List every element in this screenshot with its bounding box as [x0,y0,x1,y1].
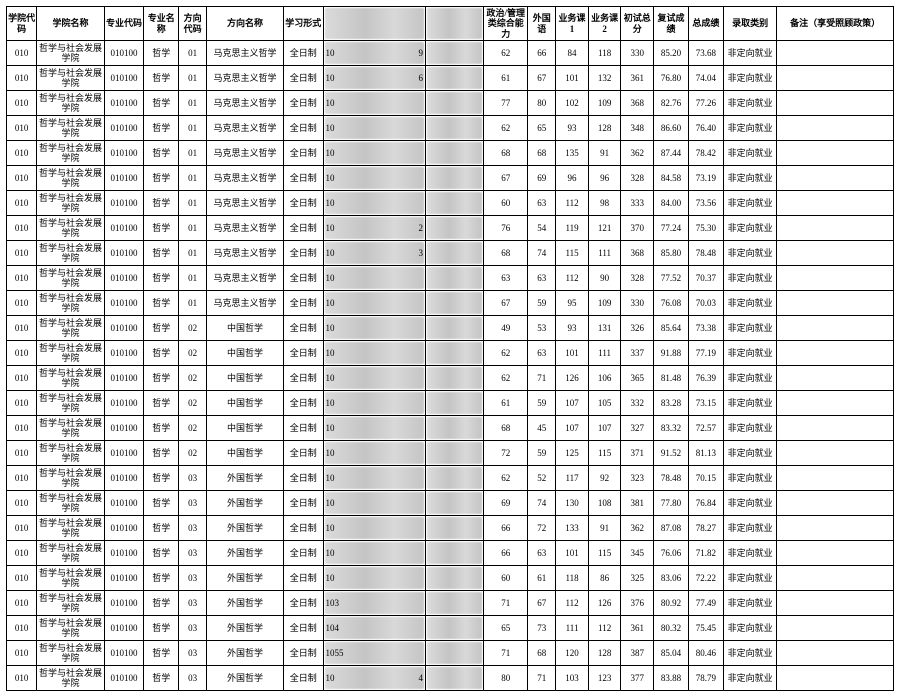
table-row: 010哲学与社会发展学院010100哲学03外国哲学全日制10667213391… [7,516,894,541]
col-note: 备注（享受照顾政策） [777,7,894,41]
table-row: 010哲学与社会发展学院010100哲学02中国哲学全日制10684510710… [7,416,894,441]
table-row: 010哲学与社会发展学院010100哲学03外国哲学全日制10625211792… [7,466,894,491]
col-maj_code: 专业代码 [104,7,144,41]
col-eng: 外国语 [528,7,556,41]
col-col_name: 学院名称 [37,7,105,41]
col-maj_name: 专业名称 [144,7,179,41]
col-s2: 业务课2 [588,7,621,41]
col-re: 复试成绩 [654,7,689,41]
table-row: 010哲学与社会发展学院010100哲学03外国哲学全日制10371671121… [7,591,894,616]
col-dir_code: 方向代码 [179,7,207,41]
table-row: 010哲学与社会发展学院010100哲学03外国哲学全日制10606111886… [7,566,894,591]
table-row: 010哲学与社会发展学院010100哲学01马克思主义哲学全日制10606311… [7,191,894,216]
table-row: 010哲学与社会发展学院010100哲学03外国哲学全日制10697413010… [7,491,894,516]
table-row: 010哲学与社会发展学院010100哲学01马克思主义哲学全日制10686813… [7,141,894,166]
col-total: 总成绩 [688,7,723,41]
col-mode: 学习形式 [283,7,323,41]
col-red1 [323,7,425,41]
col-red2 [425,7,483,41]
col-col_code: 学院代码 [7,7,37,41]
table-header-row: 学院代码学院名称专业代码专业名称方向代码方向名称学习形式 政治/管理类综合能力外国… [7,7,894,41]
table-row: 010哲学与社会发展学院010100哲学01马克思主义哲学全日制10675995… [7,291,894,316]
table-row: 010哲学与社会发展学院010100哲学01马克思主义哲学全日制10626593… [7,116,894,141]
col-type: 录取类别 [723,7,777,41]
table-row: 010哲学与社会发展学院010100哲学01马克思主义哲学全日制10778010… [7,91,894,116]
table-row: 010哲学与社会发展学院010100哲学01马克思主义哲学全日制10368741… [7,241,894,266]
table-row: 010哲学与社会发展学院010100哲学02中国哲学全日制10725912511… [7,441,894,466]
col-s1: 业务课1 [556,7,589,41]
col-dir_name: 方向名称 [207,7,284,41]
table-row: 010哲学与社会发展学院010100哲学01马克思主义哲学全日制10636311… [7,266,894,291]
col-pol: 政治/管理类综合能力 [484,7,528,41]
table-row: 010哲学与社会发展学院010100哲学03外国哲学全日制10557168120… [7,641,894,666]
table-row: 010哲学与社会发展学院010100哲学03外国哲学全日制10480711031… [7,666,894,691]
col-init: 初试总分 [621,7,654,41]
table-row: 010哲学与社会发展学院010100哲学02中国哲学全日制10495393131… [7,316,894,341]
table-row: 010哲学与社会发展学院010100哲学03外国哲学全日制10666310111… [7,541,894,566]
table-row: 010哲学与社会发展学院010100哲学02中国哲学全日制10626310111… [7,341,894,366]
table-row: 010哲学与社会发展学院010100哲学02中国哲学全日制10627112610… [7,366,894,391]
table-row: 010哲学与社会发展学院010100哲学03外国哲学全日制10465731111… [7,616,894,641]
table-row: 010哲学与社会发展学院010100哲学01马克思主义哲学全日制10676996… [7,166,894,191]
table-row: 010哲学与社会发展学院010100哲学02中国哲学全日制10615910710… [7,391,894,416]
admissions-table: 学院代码学院名称专业代码专业名称方向代码方向名称学习形式 政治/管理类综合能力外国… [6,6,894,691]
table-row: 010哲学与社会发展学院010100哲学01马克思主义哲学全日制10276541… [7,216,894,241]
table-row: 010哲学与社会发展学院010100哲学01马克思主义哲学全日制10962668… [7,41,894,66]
table-row: 010哲学与社会发展学院010100哲学01马克思主义哲学全日制10661671… [7,66,894,91]
